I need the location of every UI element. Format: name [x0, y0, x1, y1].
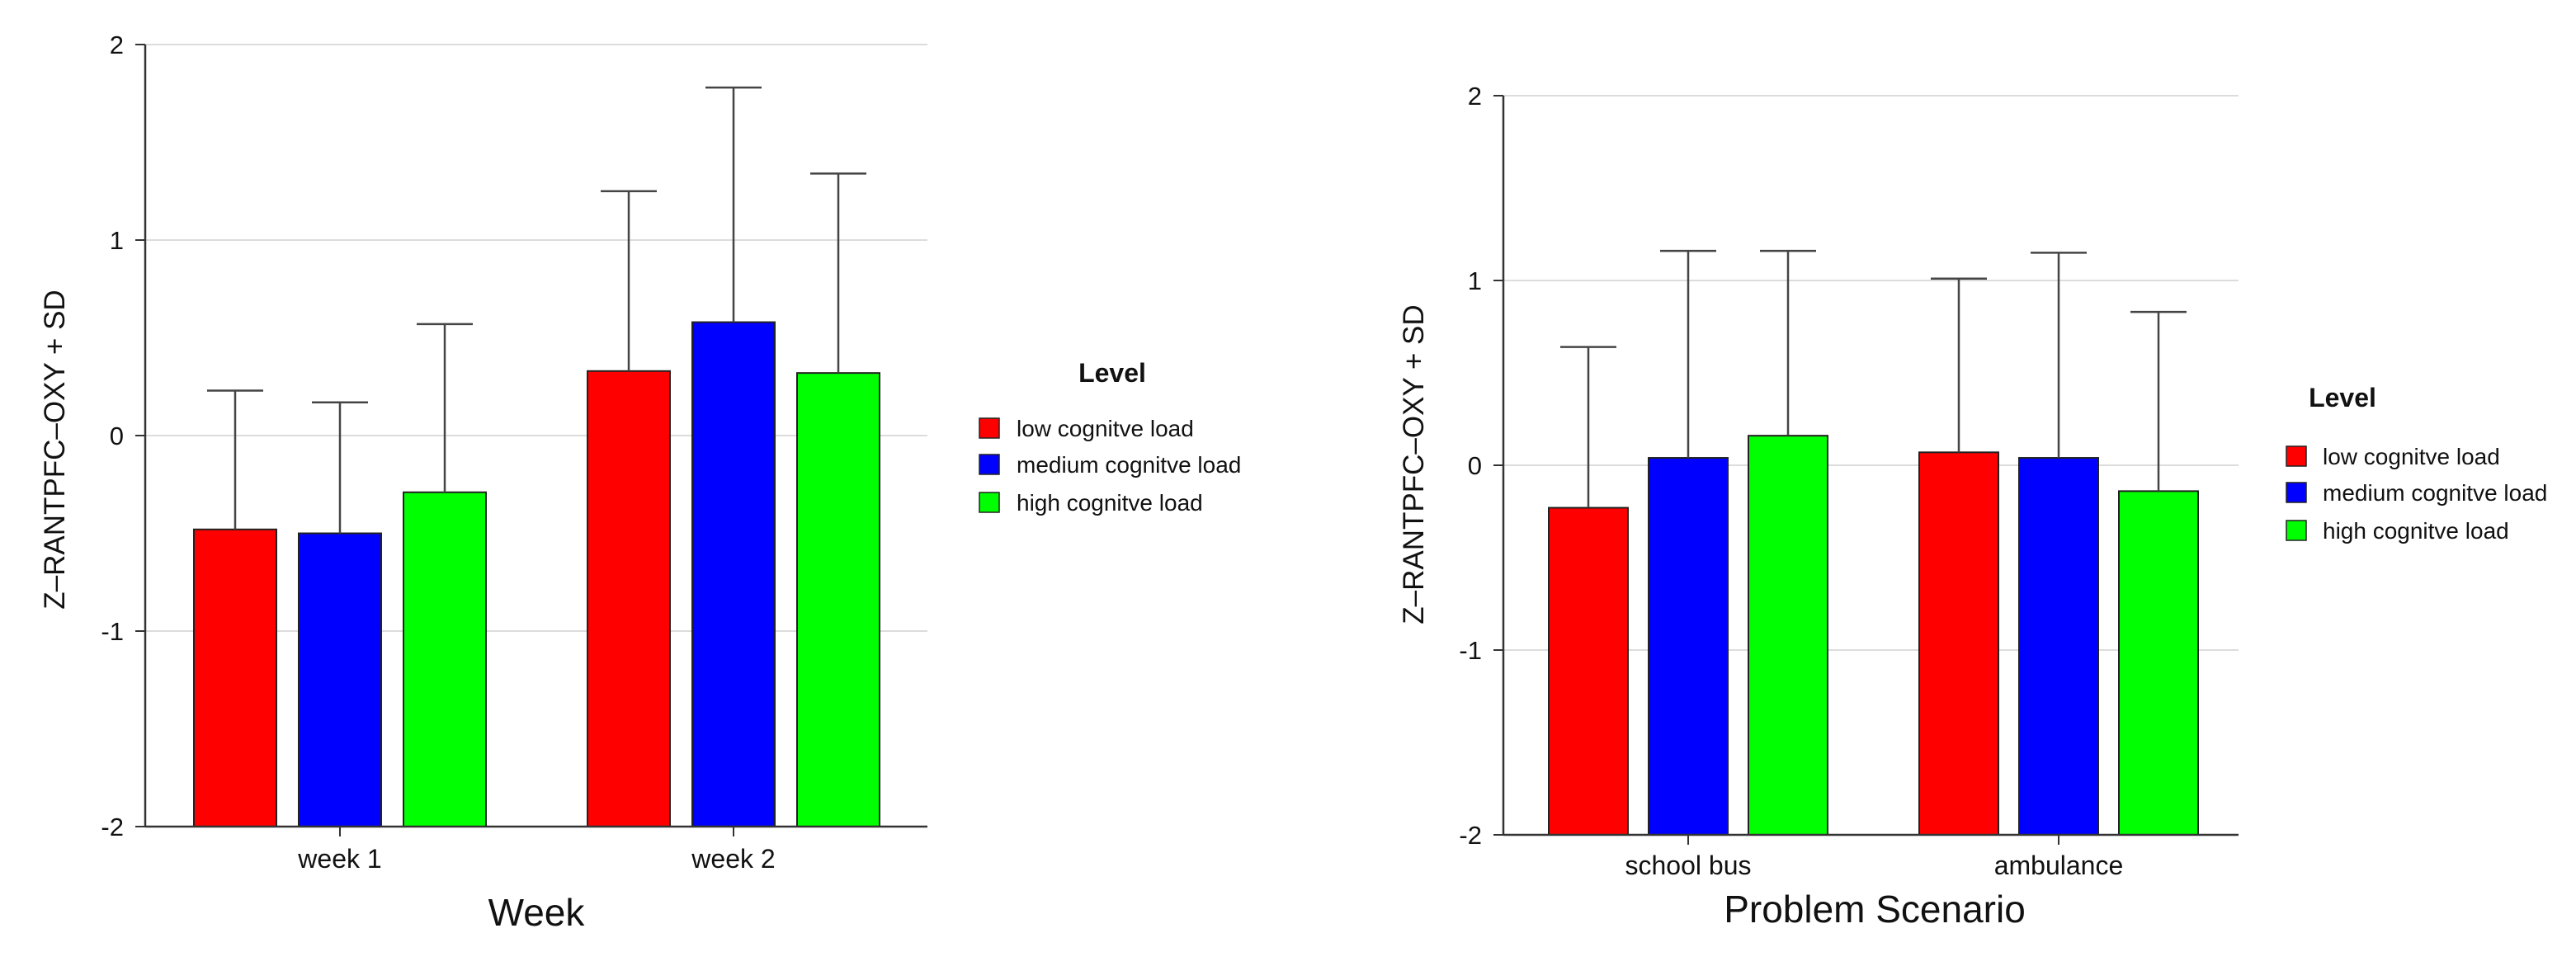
y-tick-label: 0 [1468, 451, 1482, 480]
legend-label: low cognitve load [1017, 416, 1194, 441]
bar [1748, 435, 1828, 836]
bar [193, 528, 277, 827]
bar [1548, 507, 1629, 836]
y-tick-label: 0 [110, 422, 124, 450]
x-axis-title: Problem Scenario [1724, 888, 2026, 931]
legend-swatch [979, 417, 1000, 439]
legend-swatch [2286, 520, 2307, 541]
x-axis-title: Week [488, 891, 586, 934]
legend-label: high cognitve load [2323, 518, 2509, 544]
x-category-label: school bus [1625, 851, 1752, 880]
legend-title: Level [2309, 383, 2376, 412]
problem-scenario-chart: 2 1 0 -1 -2 school bus ambulance Problem Scenar… [1398, 82, 2547, 931]
x-category-label: week 1 [297, 844, 381, 874]
y-tick-label: 1 [1468, 266, 1482, 295]
y-axis-title: Z–RANTPFC–OXY + SD [1398, 304, 1430, 624]
bar [2018, 457, 2099, 836]
x-category-label: ambulance [1994, 851, 2124, 880]
legend-label: low cognitve load [2323, 444, 2500, 469]
legend-swatch [2286, 445, 2307, 467]
legend-swatch [979, 454, 1000, 475]
y-tick-label: -1 [1459, 636, 1482, 665]
bar [298, 532, 382, 827]
bar [403, 491, 487, 827]
x-category-label: week 2 [691, 844, 775, 874]
week-chart: 2 1 0 -1 -2 week 1 week 2 Week Z–RANTPFC–OXY + S… [39, 31, 1241, 934]
y-axis-title: Z–RANTPFC–OXY + SD [39, 290, 71, 609]
y-tick-label: -2 [1459, 821, 1482, 850]
bar [587, 370, 671, 828]
bar [796, 372, 880, 828]
legend-label: medium cognitve load [2323, 480, 2547, 506]
y-tick-label: -2 [101, 813, 124, 841]
legend-title: Level [1078, 358, 1146, 388]
bar [691, 321, 776, 828]
legend-swatch [979, 492, 1000, 513]
legend-label: medium cognitve load [1017, 452, 1241, 478]
legend-swatch [2286, 482, 2307, 503]
y-tick-label: 2 [1468, 82, 1482, 111]
legend-label: high cognitve load [1017, 490, 1203, 516]
bar [1648, 457, 1729, 836]
bar [2118, 490, 2199, 836]
y-tick-label: -1 [101, 617, 124, 646]
bar [1918, 451, 1999, 836]
y-tick-label: 1 [110, 226, 124, 255]
y-tick-label: 2 [110, 31, 124, 59]
